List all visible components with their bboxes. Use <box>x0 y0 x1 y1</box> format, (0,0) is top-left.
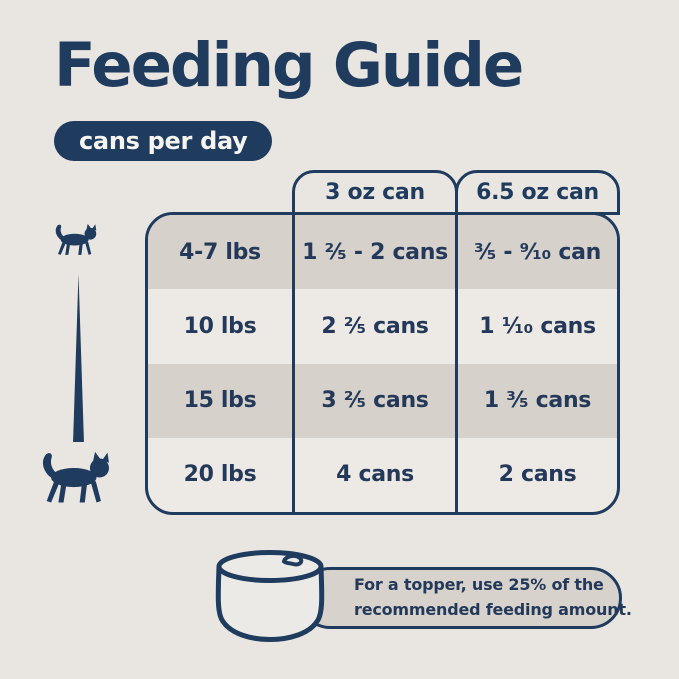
weight-cell: 10 lbs <box>183 313 257 339</box>
small-can-cell: 4 cans <box>292 437 455 512</box>
topper-note-line2: recommended feeding amount. <box>354 600 632 619</box>
large-can-cell: 2 cans <box>455 437 617 512</box>
food-can-icon <box>215 550 325 642</box>
weight-cell: 20 lbs <box>183 462 257 488</box>
large-cat-icon <box>42 451 110 503</box>
large-can-cell: ³⁄₅ - ⁹⁄₁₀ can <box>455 215 617 290</box>
feeding-table-body: 4-7 lbs 1 ²⁄₅ - 2 cans ³⁄₅ - ⁹⁄₁₀ can 10… <box>145 212 620 515</box>
column-header-3oz-label: 3 oz can <box>325 180 425 205</box>
large-can-cell: 1 ³⁄₅ cans <box>455 363 617 438</box>
cans-per-day-badge: cans per day <box>54 121 273 161</box>
large-can-cell: 1 ¹⁄₁₀ cans <box>455 289 617 364</box>
badge-label: cans per day <box>79 127 248 155</box>
weight-cell: 4-7 lbs <box>179 239 261 265</box>
size-increase-wedge <box>73 274 84 442</box>
column-header-6-5oz: 6.5 oz can <box>455 170 620 215</box>
weight-cell: 15 lbs <box>183 388 257 414</box>
table-row: 4-7 lbs 1 ²⁄₅ - 2 cans ³⁄₅ - ⁹⁄₁₀ can <box>148 215 617 290</box>
table-row: 10 lbs 2 ²⁄₅ cans 1 ¹⁄₁₀ cans <box>148 289 617 364</box>
topper-note-line1: For a topper, use 25% of the <box>354 575 604 595</box>
table-row: 15 lbs 3 ²⁄₅ cans 1 ³⁄₅ cans <box>148 363 617 438</box>
feeding-table: 3 oz can 6.5 oz can 4-7 lbs 1 ²⁄₅ - 2 ca… <box>145 170 620 515</box>
column-header-3oz: 3 oz can <box>292 170 458 215</box>
topper-note: For a topper, use 25% of the recommended… <box>299 567 632 629</box>
small-can-cell: 3 ²⁄₅ cans <box>292 363 455 438</box>
page-title: Feeding Guide <box>54 30 524 101</box>
table-row: 20 lbs 4 cans 2 cans <box>148 437 617 512</box>
column-header-6-5oz-label: 6.5 oz can <box>476 180 599 205</box>
small-can-cell: 1 ²⁄₅ - 2 cans <box>292 215 455 290</box>
small-cat-icon <box>55 223 97 255</box>
small-can-cell: 2 ²⁄₅ cans <box>292 289 455 364</box>
